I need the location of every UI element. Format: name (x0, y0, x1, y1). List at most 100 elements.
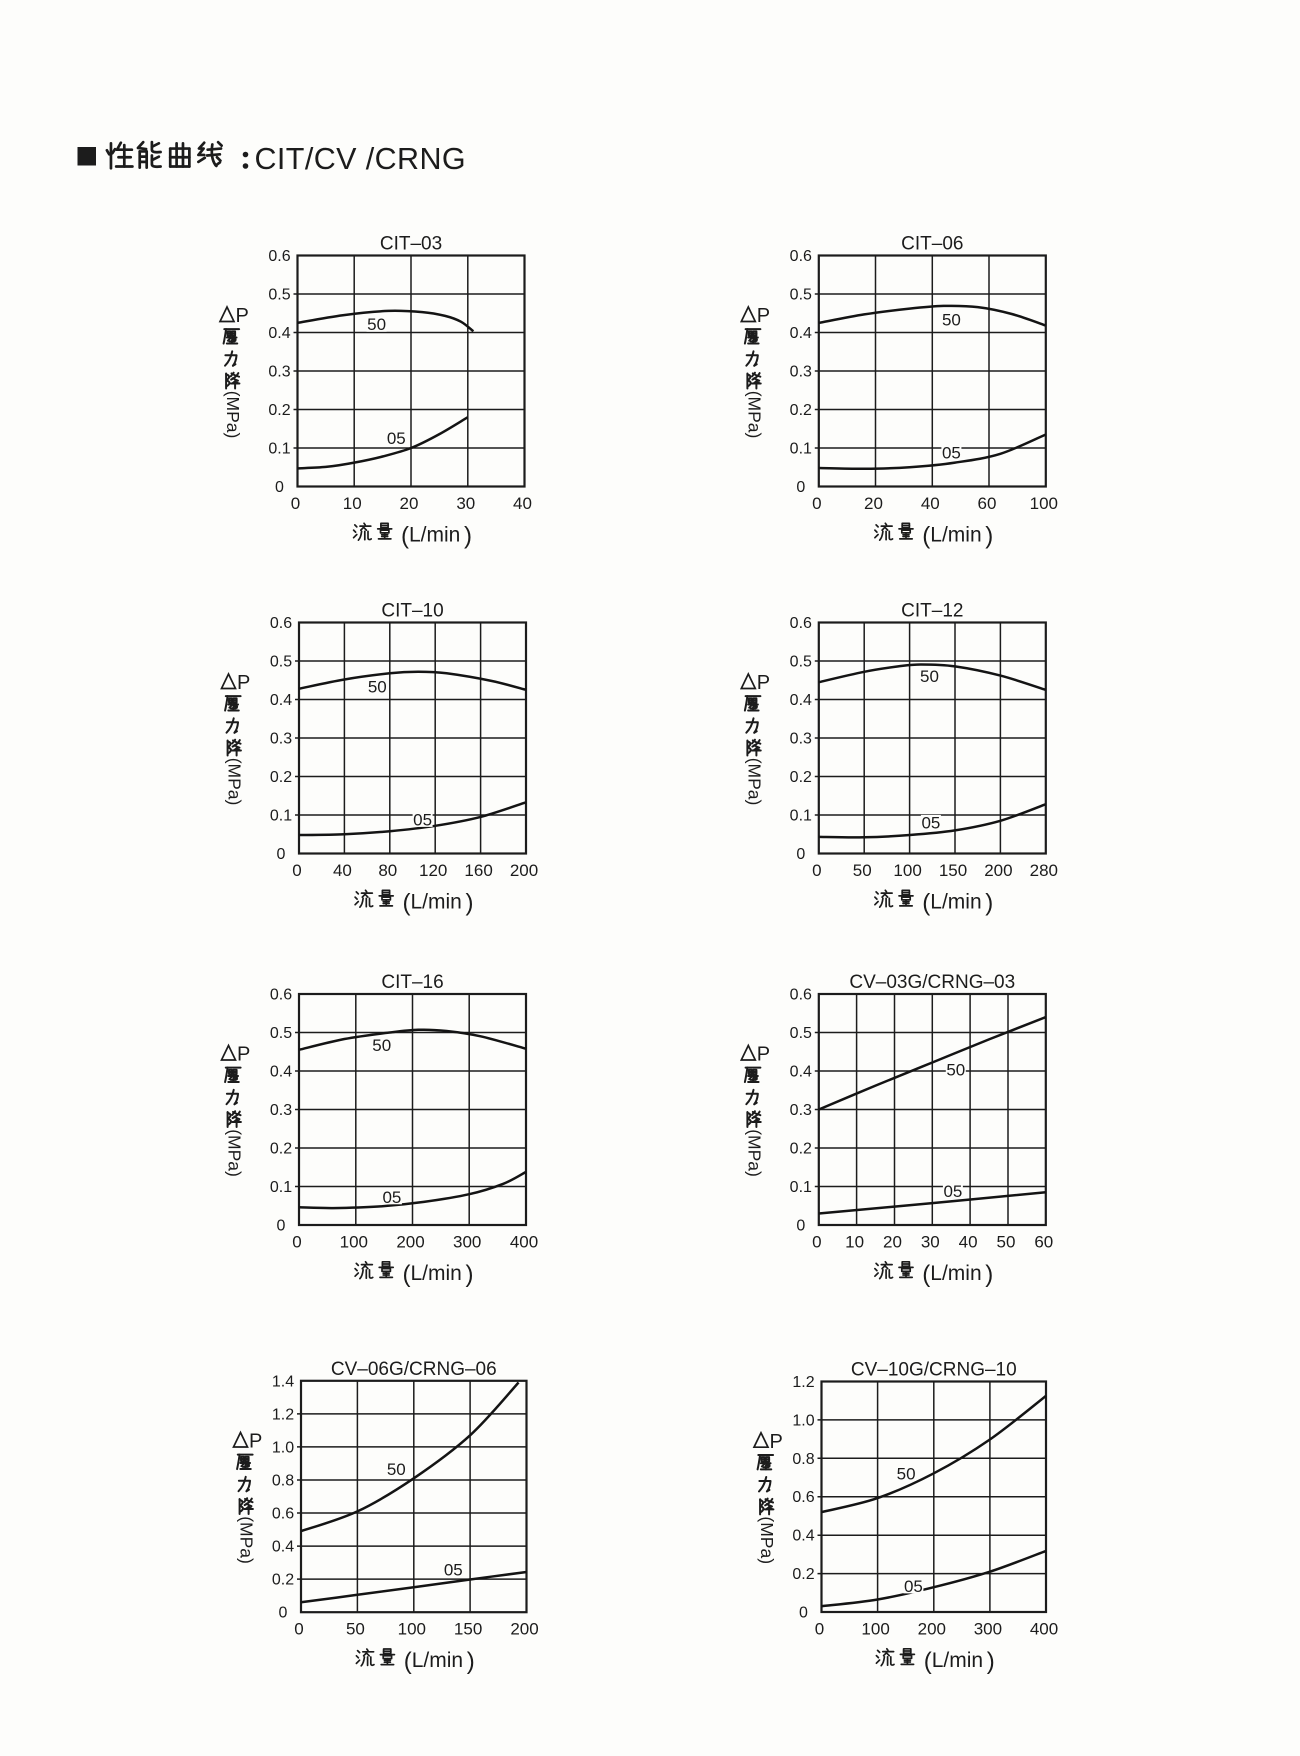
svg-text:100: 100 (340, 1233, 368, 1252)
svg-text:300: 300 (453, 1233, 481, 1252)
svg-text:0.5: 0.5 (790, 654, 812, 671)
svg-text:L/min: L/min (412, 1649, 463, 1672)
svg-text:0: 0 (799, 1605, 808, 1622)
svg-text:50: 50 (372, 1036, 391, 1055)
svg-text:P: P (249, 1431, 262, 1453)
svg-text:40: 40 (921, 494, 940, 513)
svg-text:100: 100 (398, 1620, 426, 1639)
svg-text:0.2: 0.2 (270, 769, 292, 786)
svg-text:): ) (464, 523, 472, 550)
svg-text:0: 0 (292, 861, 301, 880)
svg-text:L/min: L/min (411, 1262, 462, 1285)
svg-text:50: 50 (368, 678, 387, 697)
svg-text:1.2: 1.2 (792, 1374, 814, 1391)
svg-text:200: 200 (510, 1620, 538, 1639)
svg-text:0.6: 0.6 (792, 1489, 814, 1506)
svg-text:0: 0 (279, 1605, 288, 1622)
svg-text:30: 30 (921, 1233, 940, 1252)
svg-text:05: 05 (382, 1188, 401, 1207)
svg-text:300: 300 (974, 1620, 1002, 1639)
svg-text:P: P (770, 1431, 783, 1453)
svg-text:400: 400 (1030, 1620, 1058, 1639)
svg-text:0.1: 0.1 (790, 1179, 812, 1196)
svg-text:1.0: 1.0 (272, 1439, 294, 1456)
svg-text:CIT–16: CIT–16 (381, 972, 443, 993)
svg-text:P: P (237, 672, 250, 694)
svg-text:200: 200 (984, 861, 1012, 880)
svg-text:100: 100 (861, 1620, 889, 1639)
svg-text:80: 80 (378, 861, 397, 880)
svg-text:40: 40 (959, 1233, 978, 1252)
svg-text:(: ( (403, 890, 411, 917)
svg-text:1.0: 1.0 (792, 1412, 814, 1429)
svg-text:0: 0 (277, 846, 286, 863)
svg-text:0.3: 0.3 (268, 364, 290, 381)
svg-text:0: 0 (812, 494, 821, 513)
svg-text:P: P (757, 305, 770, 327)
svg-text:0.1: 0.1 (268, 441, 290, 458)
svg-text:0.2: 0.2 (790, 1141, 812, 1158)
svg-text:0.4: 0.4 (792, 1528, 814, 1545)
svg-text:0.2: 0.2 (270, 1141, 292, 1158)
svg-text:0: 0 (291, 494, 300, 513)
svg-text:L/min: L/min (411, 891, 462, 914)
svg-text:50: 50 (853, 861, 872, 880)
svg-text:): ) (467, 1648, 475, 1675)
svg-text:0.4: 0.4 (270, 692, 292, 709)
svg-text:50: 50 (387, 1460, 406, 1479)
svg-text:0.2: 0.2 (268, 402, 290, 419)
svg-text:CV–03G/CRNG–03: CV–03G/CRNG–03 (849, 972, 1015, 993)
svg-text:0.4: 0.4 (268, 325, 290, 342)
svg-text:0.2: 0.2 (790, 402, 812, 419)
svg-text:100: 100 (893, 861, 921, 880)
svg-text:(: ( (404, 1648, 412, 1675)
svg-text:200: 200 (918, 1620, 946, 1639)
svg-text:(MPa): (MPa) (225, 1129, 245, 1177)
svg-text:0.3: 0.3 (270, 731, 292, 748)
svg-text:50: 50 (346, 1620, 365, 1639)
svg-text:0.1: 0.1 (270, 808, 292, 825)
svg-text:0.6: 0.6 (270, 987, 292, 1004)
svg-text:0.5: 0.5 (268, 287, 290, 304)
svg-text:CV–06G/CRNG–06: CV–06G/CRNG–06 (331, 1359, 497, 1380)
svg-text:150: 150 (454, 1620, 482, 1639)
svg-text:CIT–03: CIT–03 (380, 234, 442, 255)
svg-text:CIT–06: CIT–06 (901, 234, 963, 255)
svg-text:05: 05 (387, 429, 406, 448)
svg-text:0.5: 0.5 (790, 1025, 812, 1042)
svg-text:0.6: 0.6 (272, 1506, 294, 1523)
svg-text:): ) (985, 890, 993, 917)
svg-text:160: 160 (464, 861, 492, 880)
svg-text:CIT/CV /CRNG: CIT/CV /CRNG (255, 142, 467, 176)
svg-text:0.1: 0.1 (790, 441, 812, 458)
svg-text:1.2: 1.2 (272, 1406, 294, 1423)
svg-text:0.2: 0.2 (272, 1572, 294, 1589)
svg-text:(MPa): (MPa) (225, 758, 245, 806)
svg-text:0.3: 0.3 (790, 731, 812, 748)
svg-text:(MPa): (MPa) (744, 758, 764, 806)
svg-text:0.4: 0.4 (790, 1064, 812, 1081)
svg-text:CIT–10: CIT–10 (381, 601, 443, 622)
svg-text:50: 50 (897, 1464, 916, 1483)
svg-text:0.5: 0.5 (270, 1025, 292, 1042)
svg-text:05: 05 (904, 1577, 923, 1596)
svg-text:0.3: 0.3 (790, 1102, 812, 1119)
svg-text:P: P (237, 1044, 250, 1066)
svg-text:1.4: 1.4 (272, 1373, 294, 1390)
svg-text:20: 20 (864, 494, 883, 513)
svg-text:0.4: 0.4 (272, 1539, 294, 1556)
svg-text:50: 50 (942, 310, 961, 329)
svg-text:50: 50 (997, 1233, 1016, 1252)
svg-text:05: 05 (413, 810, 432, 829)
svg-text:05: 05 (943, 1182, 962, 1201)
svg-text:0: 0 (812, 861, 821, 880)
svg-text:(: ( (922, 890, 930, 917)
svg-text:): ) (985, 1261, 993, 1288)
svg-text:): ) (987, 1648, 995, 1675)
svg-text:(MPa): (MPa) (757, 1516, 777, 1564)
svg-text:(MPa): (MPa) (237, 1516, 257, 1564)
svg-text:0: 0 (294, 1620, 303, 1639)
svg-text:60: 60 (978, 494, 997, 513)
svg-text:10: 10 (845, 1233, 864, 1252)
svg-text:): ) (466, 1261, 474, 1288)
